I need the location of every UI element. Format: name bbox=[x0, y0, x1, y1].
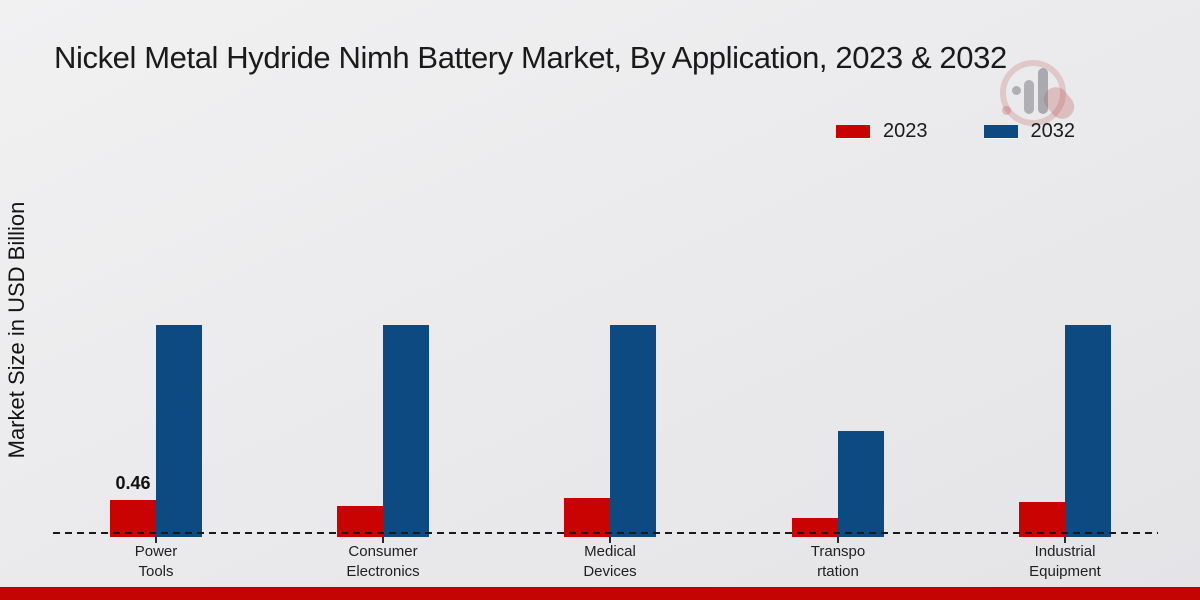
legend-label-2023: 2023 bbox=[883, 120, 928, 142]
bar-2032-industrial-equipment bbox=[1065, 325, 1111, 537]
legend-item-2032: 2032 bbox=[983, 120, 1076, 143]
logo-red-dot-icon bbox=[1002, 106, 1011, 115]
bar-2023-industrial-equipment bbox=[1019, 502, 1065, 537]
legend: 2023 2032 bbox=[836, 120, 1075, 143]
legend-label-2032: 2032 bbox=[1030, 120, 1076, 142]
x-axis-tick-consumer-electronics bbox=[382, 537, 384, 543]
legend-item-2023: 2023 bbox=[836, 120, 928, 143]
logo-bar-tall-icon bbox=[1038, 68, 1048, 114]
footer-accent-bar bbox=[0, 587, 1200, 600]
logo-bar-short-icon bbox=[1024, 80, 1034, 114]
x-axis-label-medical-devices: Medical Devices bbox=[583, 543, 637, 580]
bar-2032-consumer-electronics bbox=[383, 325, 429, 537]
logo-gray-dot-icon bbox=[1012, 86, 1021, 95]
x-axis-line bbox=[53, 532, 1158, 534]
bar-2032-medical-devices bbox=[610, 325, 656, 537]
legend-swatch-2023 bbox=[836, 125, 870, 138]
x-axis-label-transportation: Transpo rtation bbox=[810, 543, 866, 580]
legend-swatch-2032 bbox=[983, 125, 1018, 138]
x-axis-label-industrial-equipment: Industrial Equipment bbox=[1029, 543, 1101, 580]
logo-magnifier-ring-icon bbox=[1000, 60, 1066, 126]
bar-2032-transportation bbox=[838, 431, 884, 537]
x-axis-label-power-tools: Power Tools bbox=[134, 543, 178, 580]
x-axis-tick-power-tools bbox=[155, 537, 157, 543]
bar-2023-power-tools bbox=[110, 500, 156, 537]
data-label-2023-power-tools: 0.46 bbox=[115, 473, 151, 493]
x-axis-tick-transportation bbox=[837, 537, 839, 543]
bar-2023-medical-devices bbox=[564, 498, 610, 537]
market-research-logo-watermark bbox=[1000, 58, 1090, 128]
x-axis-tick-medical-devices bbox=[609, 537, 611, 543]
x-axis-tick-industrial-equipment bbox=[1064, 537, 1066, 543]
bar-2032-power-tools bbox=[156, 325, 202, 537]
bar-2023-transportation bbox=[792, 518, 838, 537]
bar-2023-consumer-electronics bbox=[337, 506, 383, 537]
x-axis-label-consumer-electronics: Consumer Electronics bbox=[346, 543, 420, 580]
y-axis-label: Market Size in USD Billion bbox=[4, 201, 29, 459]
chart-title: Nickel Metal Hydride Nimh Battery Market… bbox=[54, 40, 1007, 75]
